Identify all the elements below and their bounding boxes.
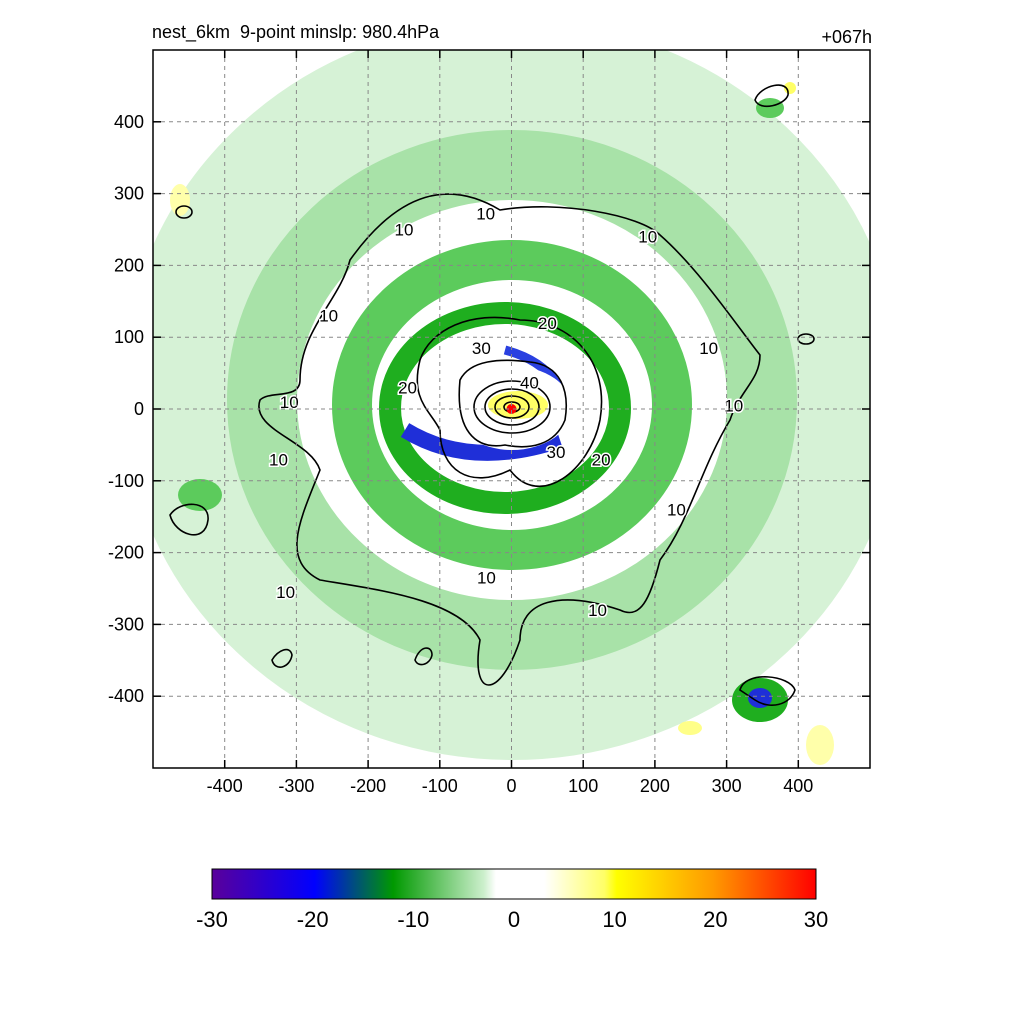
contour-label: 10 — [638, 228, 657, 247]
colorbar-tick-label: 0 — [508, 907, 520, 932]
colorbar-tick-label: -20 — [297, 907, 329, 932]
chart-title-right: +067h — [821, 27, 872, 47]
x-tick-label: 400 — [783, 776, 813, 796]
contour-label: 30 — [546, 443, 565, 462]
contour-label: 10 — [699, 339, 718, 358]
x-axis: -400 -300 -200 -100 0 100 200 300 400 — [207, 50, 813, 796]
y-tick-label: -100 — [108, 471, 144, 491]
x-tick-label: 100 — [568, 776, 598, 796]
x-tick-label: -400 — [207, 776, 243, 796]
x-tick-label: -300 — [278, 776, 314, 796]
contour-label: 10 — [394, 221, 413, 240]
contour-label: 10 — [588, 601, 607, 620]
colorbar-tick-label: 10 — [602, 907, 626, 932]
colorbar-ticks: -30 -20 -10 0 10 20 30 — [196, 907, 828, 932]
contour-label: 10 — [319, 307, 338, 326]
y-tick-label: 100 — [114, 327, 144, 347]
y-tick-label: -200 — [108, 543, 144, 563]
x-tick-label: -100 — [422, 776, 458, 796]
y-tick-label: 400 — [114, 112, 144, 132]
contour-label: 40 — [520, 373, 539, 392]
x-tick-label: 300 — [712, 776, 742, 796]
contour-label: 20 — [592, 450, 611, 469]
shaded-field — [153, 50, 870, 765]
x-tick-label: 0 — [506, 776, 516, 796]
y-tick-label: 0 — [134, 399, 144, 419]
contour-label: 10 — [724, 396, 743, 415]
contour-label: 20 — [538, 314, 557, 333]
y-tick-label: -400 — [108, 686, 144, 706]
x-tick-label: 200 — [640, 776, 670, 796]
y-tick-label: -300 — [108, 614, 144, 634]
colorbar-tick-label: -30 — [196, 907, 228, 932]
colorbar-tick-label: -10 — [397, 907, 429, 932]
colorbar-tick-label: 20 — [703, 907, 727, 932]
y-tick-label: 200 — [114, 255, 144, 275]
contour-label: 10 — [477, 569, 496, 588]
contour-label: 10 — [269, 450, 288, 469]
contour-label: 10 — [667, 501, 686, 520]
contour-label: 10 — [276, 583, 295, 602]
contour-label: 10 — [280, 393, 299, 412]
contour-label: 20 — [398, 378, 417, 397]
y-axis: 400 300 200 100 0 -100 -200 -300 -400 — [108, 112, 870, 706]
chart-title-left: nest_6km 9-point minslp: 980.4hPa — [152, 22, 440, 42]
y-tick-label: 300 — [114, 184, 144, 204]
storm-center-marker — [506, 404, 517, 414]
contour-label: 10 — [476, 205, 495, 224]
contour-labels: 10 10 10 10 10 10 10 10 10 10 10 10 20 20 20 30 30 40 — [268, 203, 745, 621]
contour-label: 30 — [472, 339, 491, 358]
colorbar — [211, 868, 817, 900]
colorbar-tick-label: 30 — [804, 907, 828, 932]
x-tick-label: -200 — [350, 776, 386, 796]
